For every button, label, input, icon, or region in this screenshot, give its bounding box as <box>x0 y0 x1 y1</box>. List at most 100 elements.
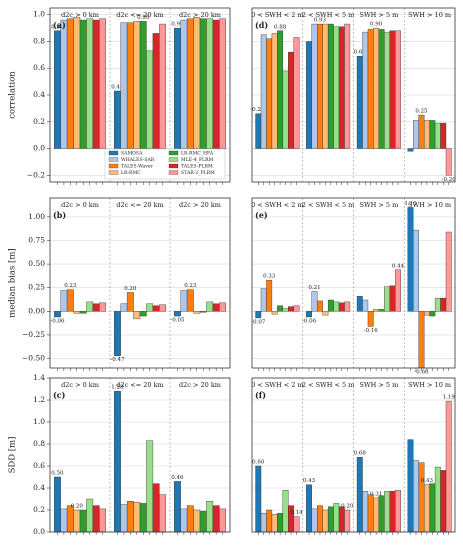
bar <box>440 122 447 149</box>
legend-swatch <box>108 150 119 156</box>
group-title: d2c <= 20 km <box>116 381 163 389</box>
bar <box>180 19 188 149</box>
bar <box>120 22 128 149</box>
value-label: -0.47 <box>110 357 125 363</box>
group-title: SWH > 10 m <box>408 381 451 389</box>
axes-frame <box>251 7 456 183</box>
bar <box>384 286 390 312</box>
legend-label: STAR-2_PLRM <box>181 170 215 176</box>
value-label: 0.25 <box>415 109 428 115</box>
bar <box>282 490 289 533</box>
bar <box>322 311 329 316</box>
bar <box>327 506 334 533</box>
value-label: 1.28 <box>111 385 124 391</box>
bar <box>86 498 94 533</box>
value-label: 0.31 <box>370 491 382 497</box>
bar <box>193 17 201 149</box>
bar <box>434 122 441 149</box>
bar <box>407 439 414 533</box>
bar <box>99 18 106 149</box>
value-label: 0.50 <box>51 471 64 477</box>
group-title: SWH > 10 m <box>408 11 451 19</box>
bar <box>378 309 385 312</box>
bar <box>389 491 396 533</box>
bar <box>395 30 401 149</box>
bar <box>260 34 267 149</box>
y-tick-label: 0.6 <box>33 63 45 72</box>
bar <box>378 29 385 149</box>
legend-label: SAMOSA <box>121 151 143 157</box>
legend-swatch <box>168 163 179 169</box>
bar <box>173 27 181 149</box>
bar <box>92 19 100 149</box>
legend-swatch <box>168 150 179 156</box>
group-title: 0 < SWH < 2 m <box>251 11 303 19</box>
group-title: d2c > 0 km <box>61 381 99 389</box>
value-label: 0.23 <box>184 283 197 289</box>
bar <box>133 21 141 149</box>
bar <box>311 23 318 149</box>
panel-label: (c) <box>53 390 66 400</box>
value-label: -0.05 <box>170 318 185 324</box>
panel-label: (e) <box>255 210 268 220</box>
bar <box>327 299 334 312</box>
bar <box>186 289 194 312</box>
value-label: -0.16 <box>364 328 379 334</box>
legend-label: MLE-4_PLRM <box>181 157 214 163</box>
bar <box>120 504 128 533</box>
bar <box>327 23 334 149</box>
legend-label: LR-RMC <box>121 170 141 176</box>
bar <box>429 120 436 149</box>
bar <box>159 494 167 533</box>
bar <box>73 311 81 314</box>
bar <box>373 309 380 312</box>
bar <box>99 508 106 533</box>
value-label: 0.46 <box>171 475 184 481</box>
value-label: 0.21 <box>308 285 320 291</box>
bar <box>338 506 345 533</box>
bar <box>333 503 340 533</box>
legend-label: TALES-Waver <box>121 164 154 170</box>
bar <box>317 300 323 312</box>
bar <box>120 303 128 312</box>
group-title: d2c <= 20 km <box>116 201 163 209</box>
value-label: 0.43 <box>303 478 316 484</box>
bar <box>92 303 100 312</box>
bar <box>79 311 87 314</box>
bar <box>212 303 220 312</box>
y-tick-label: 0.6 <box>33 461 45 470</box>
bar <box>66 505 74 533</box>
bar <box>219 302 227 312</box>
y-tick-label: 0.25 <box>28 283 45 292</box>
bar <box>311 508 318 533</box>
bar <box>288 306 294 312</box>
y-tick-label: 0.8 <box>33 36 45 45</box>
value-label: 0.43 <box>421 478 434 484</box>
bar <box>146 440 154 533</box>
value-label: 0.68 <box>354 451 367 457</box>
y-axis-label: median bias [m] <box>8 248 18 317</box>
bar <box>260 513 267 533</box>
bar <box>73 509 81 533</box>
bar <box>373 497 380 533</box>
y-tick-label: 1.0 <box>33 417 45 426</box>
bar <box>54 476 61 533</box>
bar <box>126 22 134 149</box>
bar <box>79 509 87 533</box>
y-tick-label: −0.2 <box>27 170 45 179</box>
bar <box>429 311 436 317</box>
bar <box>271 33 278 149</box>
bar <box>173 481 181 533</box>
bar <box>186 18 194 149</box>
value-label: 0.33 <box>263 274 276 280</box>
value-label: 0.90 <box>171 22 184 28</box>
bar <box>255 113 262 149</box>
bar <box>288 51 294 149</box>
bar <box>356 55 363 149</box>
bar <box>212 505 220 533</box>
bar <box>440 297 447 312</box>
y-tick-label: 0.50 <box>28 259 45 268</box>
bar <box>79 19 87 149</box>
y-tick-label: 0.00 <box>28 306 45 315</box>
